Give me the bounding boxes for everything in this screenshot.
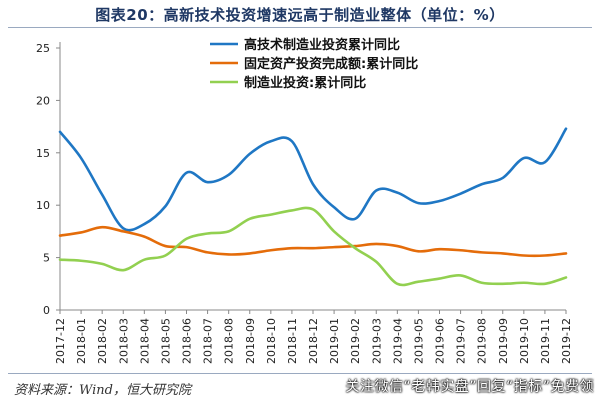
series-line-3 bbox=[58, 206, 568, 287]
series-line-2 bbox=[58, 225, 568, 258]
x-tick-label: 2017-12 bbox=[54, 318, 67, 364]
x-tick-label: 2019-02 bbox=[349, 318, 362, 364]
footer-divider bbox=[8, 373, 592, 374]
y-tick-label: 5 bbox=[43, 252, 50, 265]
x-tick-label: 2019-01 bbox=[328, 318, 341, 364]
x-tick-label: 2019-09 bbox=[497, 318, 510, 364]
x-tick-label: 2018-07 bbox=[202, 318, 215, 364]
x-tick-label: 2018-03 bbox=[117, 318, 130, 364]
series-lines bbox=[58, 127, 568, 287]
watermark: 关注微信“老韩实盘”回复“指标”免费领 bbox=[345, 379, 594, 395]
y-tick-label: 20 bbox=[36, 94, 50, 107]
x-tick-label: 2019-06 bbox=[434, 318, 447, 364]
legend-label-3: 制造业投资:累计同比 bbox=[244, 75, 366, 91]
x-tick-label: 2019-05 bbox=[412, 318, 425, 364]
y-tick-label: 25 bbox=[36, 42, 50, 55]
x-tick-label: 2018-02 bbox=[96, 318, 109, 364]
y-tick-label: 15 bbox=[36, 147, 50, 160]
x-tick-label: 2019-07 bbox=[455, 318, 468, 364]
source-note: 资料来源：Wind，恒大研究院 bbox=[14, 383, 191, 398]
x-tick-label: 2018-08 bbox=[223, 318, 236, 364]
x-tick-label: 2018-06 bbox=[181, 318, 194, 364]
y-tick-label: 0 bbox=[43, 304, 50, 317]
chart-title: 图表20：高新技术投资增速远高于制造业整体（单位：%） bbox=[95, 6, 505, 24]
footer: 资料来源：Wind，恒大研究院 关注微信“老韩实盘”回复“指标”免费领 bbox=[0, 373, 600, 402]
x-tick-label: 2018-04 bbox=[138, 318, 151, 364]
line-chart: 0 5 10 15 20 25 2017-12 2018-01 2018-02 2018-03 20… bbox=[36, 37, 573, 364]
x-tick-label: 2018-11 bbox=[286, 318, 299, 364]
title-divider bbox=[8, 27, 592, 28]
x-tick-label: 2019-08 bbox=[476, 318, 489, 364]
x-tick-label: 2018-01 bbox=[75, 318, 88, 364]
x-tick-label: 2019-10 bbox=[518, 318, 531, 364]
x-tick-label: 2019-03 bbox=[370, 318, 383, 364]
x-tick-label: 2018-10 bbox=[265, 318, 278, 364]
x-tick-label: 2018-09 bbox=[244, 318, 257, 364]
x-tick-label: 2019-04 bbox=[391, 318, 404, 364]
legend-label-2: 固定资产投资完成额:累计同比 bbox=[244, 56, 418, 72]
axes: 0 5 10 15 20 25 2017-12 2018-01 2018-02 2018-03 20… bbox=[36, 42, 573, 364]
legend-label-1: 高技术制造业投资累计同比 bbox=[244, 37, 400, 53]
x-tick-label: 2018-05 bbox=[159, 318, 172, 364]
y-tick-label: 10 bbox=[36, 199, 50, 212]
series-line-1 bbox=[58, 127, 568, 232]
x-tick-label: 2018-12 bbox=[307, 318, 320, 364]
x-tick-label: 2019-12 bbox=[560, 318, 573, 364]
x-tick-label: 2019-11 bbox=[539, 318, 552, 364]
